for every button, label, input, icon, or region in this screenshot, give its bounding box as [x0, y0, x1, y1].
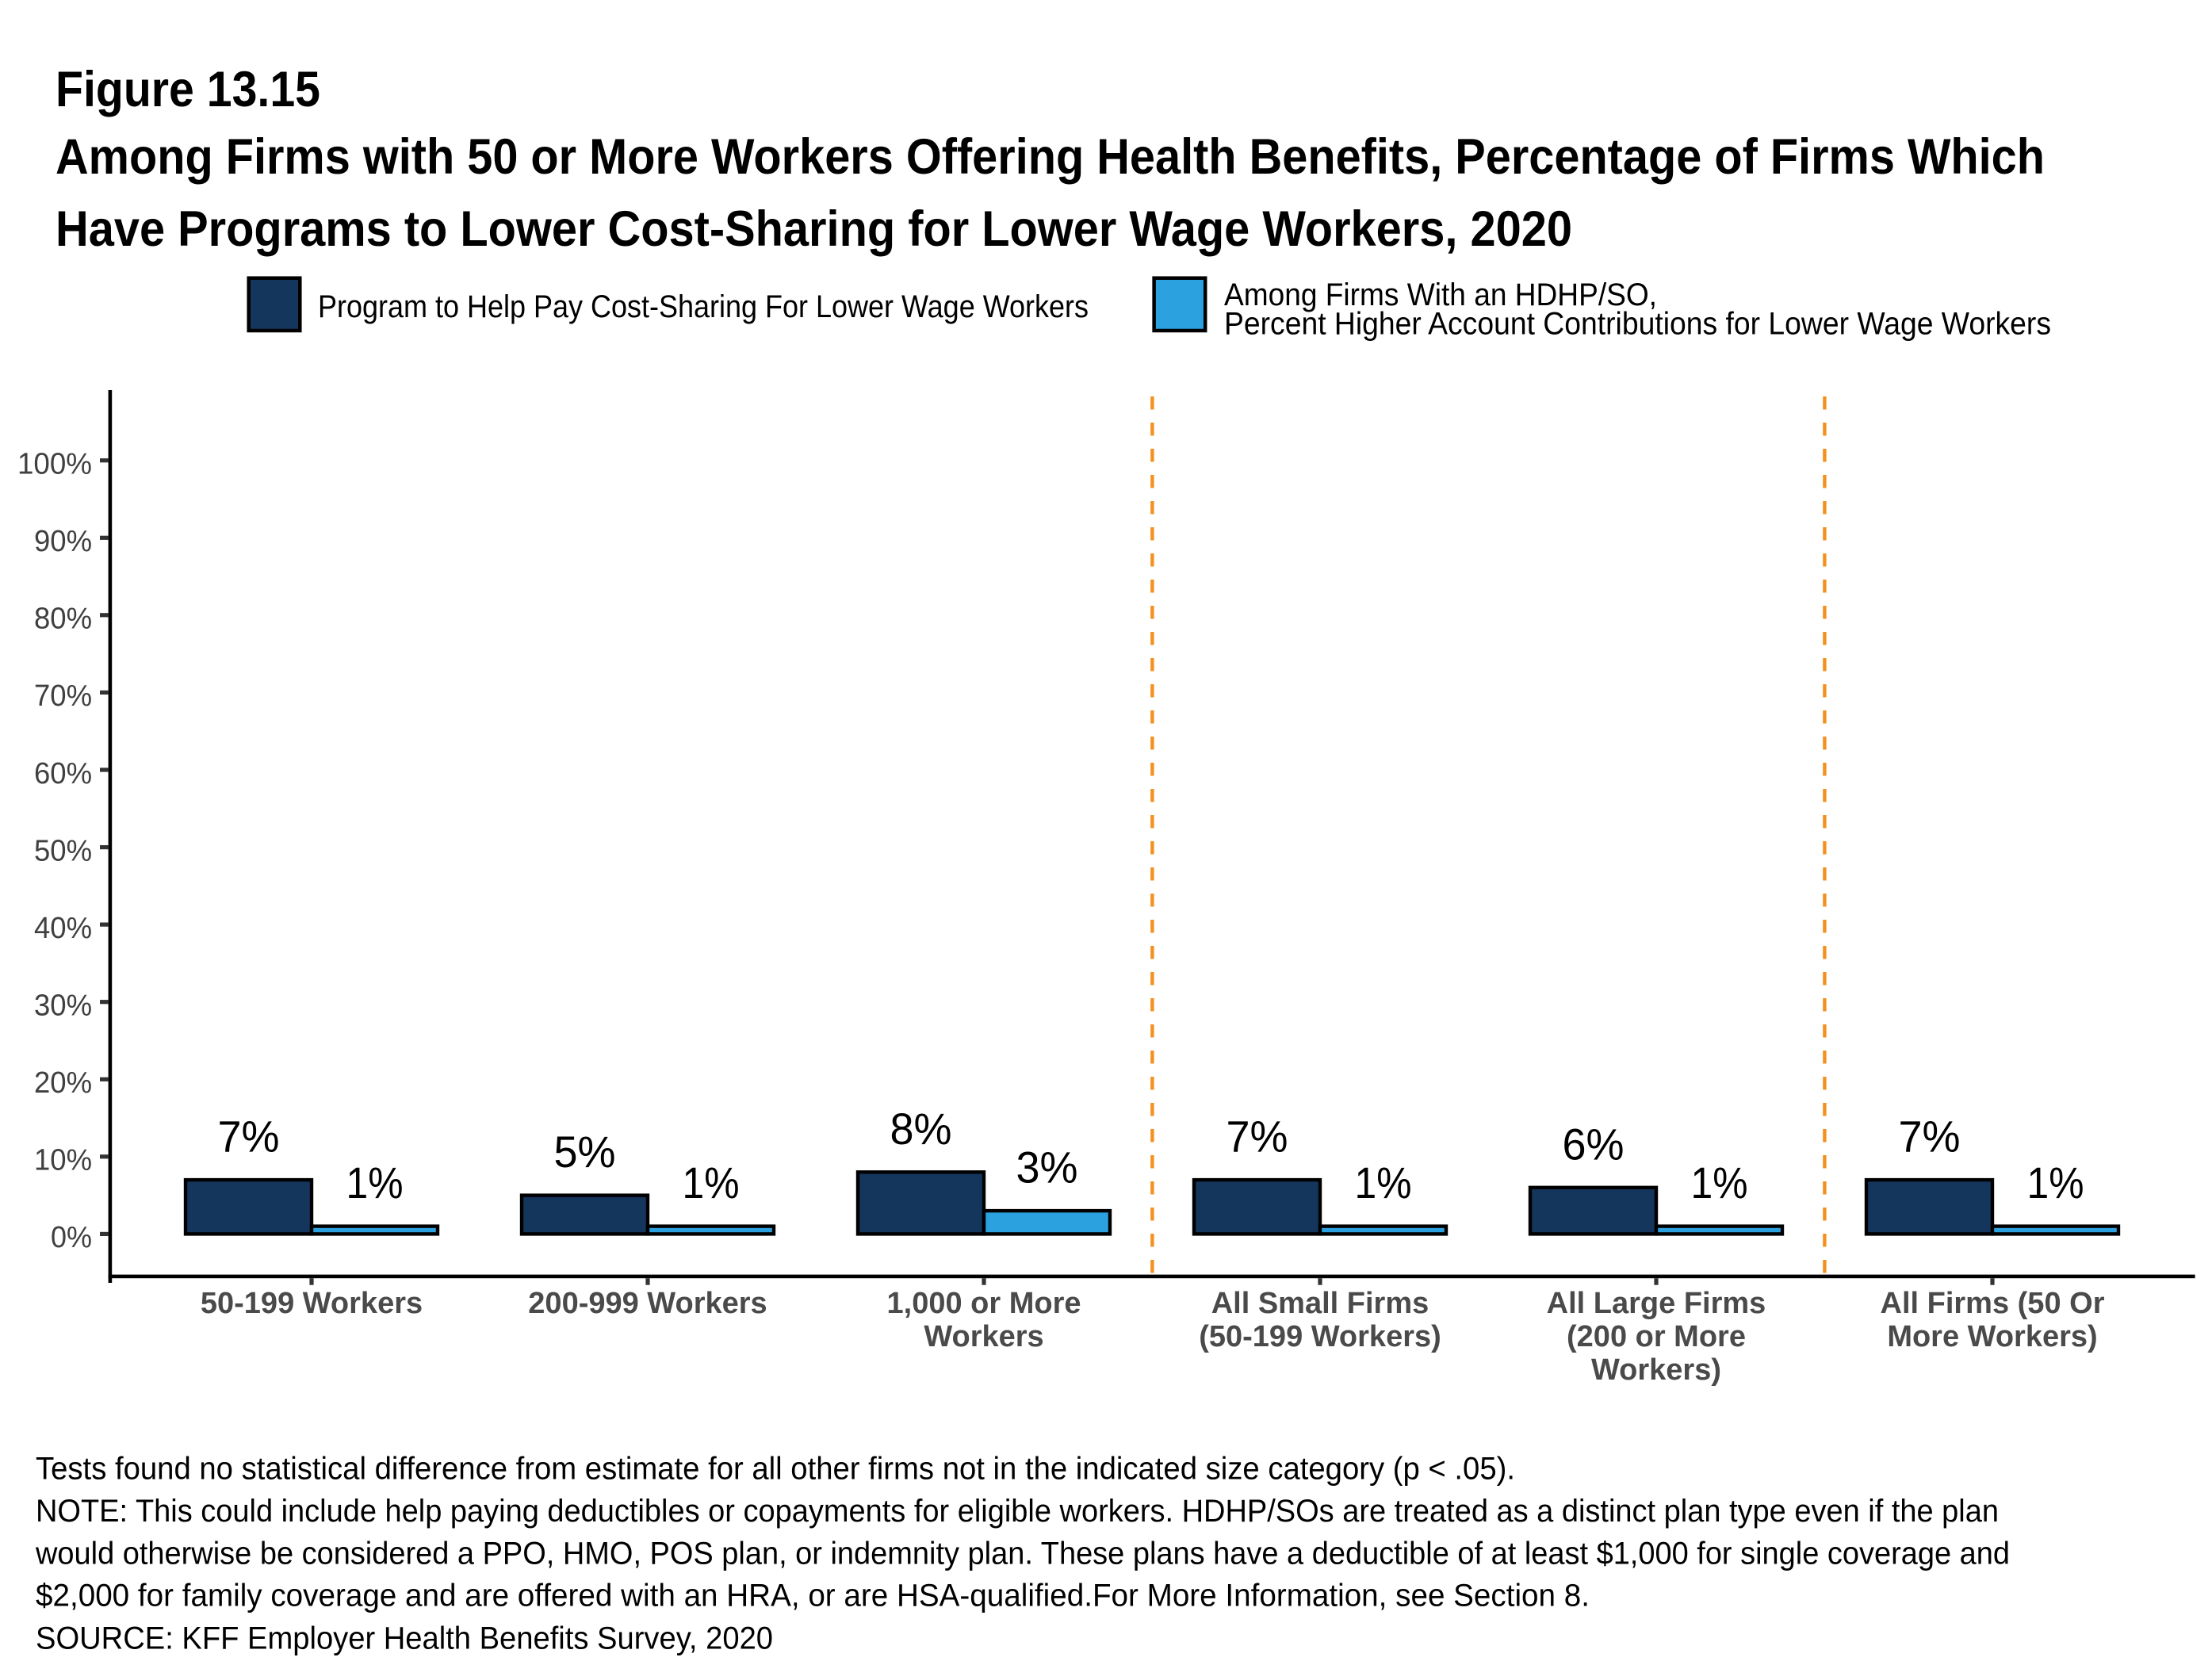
svg-text:1%: 1% [683, 1158, 740, 1208]
svg-text:8%: 8% [890, 1104, 952, 1154]
svg-text:10%: 10% [34, 1144, 92, 1177]
svg-text:All Firms (50 Or: All Firms (50 Or [1881, 1287, 2105, 1320]
svg-text:More Workers): More Workers) [1887, 1320, 2097, 1353]
svg-text:All Large Firms: All Large Firms [1547, 1287, 1766, 1320]
svg-text:7%: 7% [218, 1112, 280, 1162]
svg-text:30%: 30% [34, 989, 92, 1023]
svg-text:1,000 or More: 1,000 or More [887, 1287, 1081, 1320]
svg-text:Program to Help Pay Cost-Shari: Program to Help Pay Cost-Sharing For Low… [318, 289, 1089, 324]
svg-text:Among Firms with 50 or More Wo: Among Firms with 50 or More Workers Offe… [55, 129, 2045, 185]
svg-text:40%: 40% [34, 912, 92, 945]
svg-text:(50-199 Workers): (50-199 Workers) [1199, 1320, 1441, 1353]
svg-text:6%: 6% [1563, 1119, 1625, 1169]
svg-text:1%: 1% [1691, 1158, 1748, 1208]
svg-text:Among Firms With an HDHP/SO,: Among Firms With an HDHP/SO, [1224, 278, 1657, 312]
svg-text:Tests found no statistical dif: Tests found no statistical difference fr… [36, 1451, 1515, 1486]
svg-text:Workers: Workers [924, 1320, 1043, 1353]
svg-text:7%: 7% [1227, 1112, 1288, 1162]
svg-text:Figure 13.15: Figure 13.15 [55, 62, 320, 117]
svg-text:NOTE: This could include help: NOTE: This could include help paying ded… [36, 1494, 1999, 1529]
svg-text:200-999 Workers: 200-999 Workers [528, 1287, 767, 1320]
svg-text:Have Programs to Lower Cost-Sh: Have Programs to Lower Cost-Sharing for … [55, 201, 1572, 257]
svg-text:20%: 20% [34, 1066, 92, 1100]
svg-text:Workers): Workers) [1591, 1353, 1721, 1387]
svg-text:SOURCE: KFF Employer Health Be: SOURCE: KFF Employer Health Benefits Sur… [36, 1621, 773, 1655]
svg-text:90%: 90% [34, 525, 92, 558]
svg-text:50%: 50% [34, 834, 92, 867]
svg-text:50-199 Workers: 50-199 Workers [201, 1287, 423, 1320]
svg-text:7%: 7% [1899, 1112, 1961, 1162]
svg-text:1%: 1% [346, 1158, 404, 1208]
svg-text:5%: 5% [554, 1127, 616, 1177]
svg-text:1%: 1% [1355, 1158, 1412, 1208]
svg-text:0%: 0% [51, 1221, 92, 1254]
svg-text:Percent Higher Account Contrib: Percent Higher Account Contributions for… [1224, 307, 2051, 342]
svg-text:would otherwise be considered: would otherwise be considered a PPO, HMO… [35, 1536, 2010, 1571]
svg-text:70%: 70% [34, 679, 92, 713]
svg-text:100%: 100% [17, 448, 92, 481]
svg-text:80%: 80% [34, 603, 92, 636]
svg-text:All Small Firms: All Small Firms [1211, 1287, 1429, 1320]
svg-text:60%: 60% [34, 757, 92, 790]
svg-text:(200 or More: (200 or More [1567, 1320, 1746, 1353]
svg-text:3%: 3% [1016, 1143, 1078, 1192]
svg-text:$2,000 for family coverage and: $2,000 for family coverage and are offer… [36, 1579, 1590, 1613]
svg-text:1%: 1% [2027, 1158, 2084, 1208]
